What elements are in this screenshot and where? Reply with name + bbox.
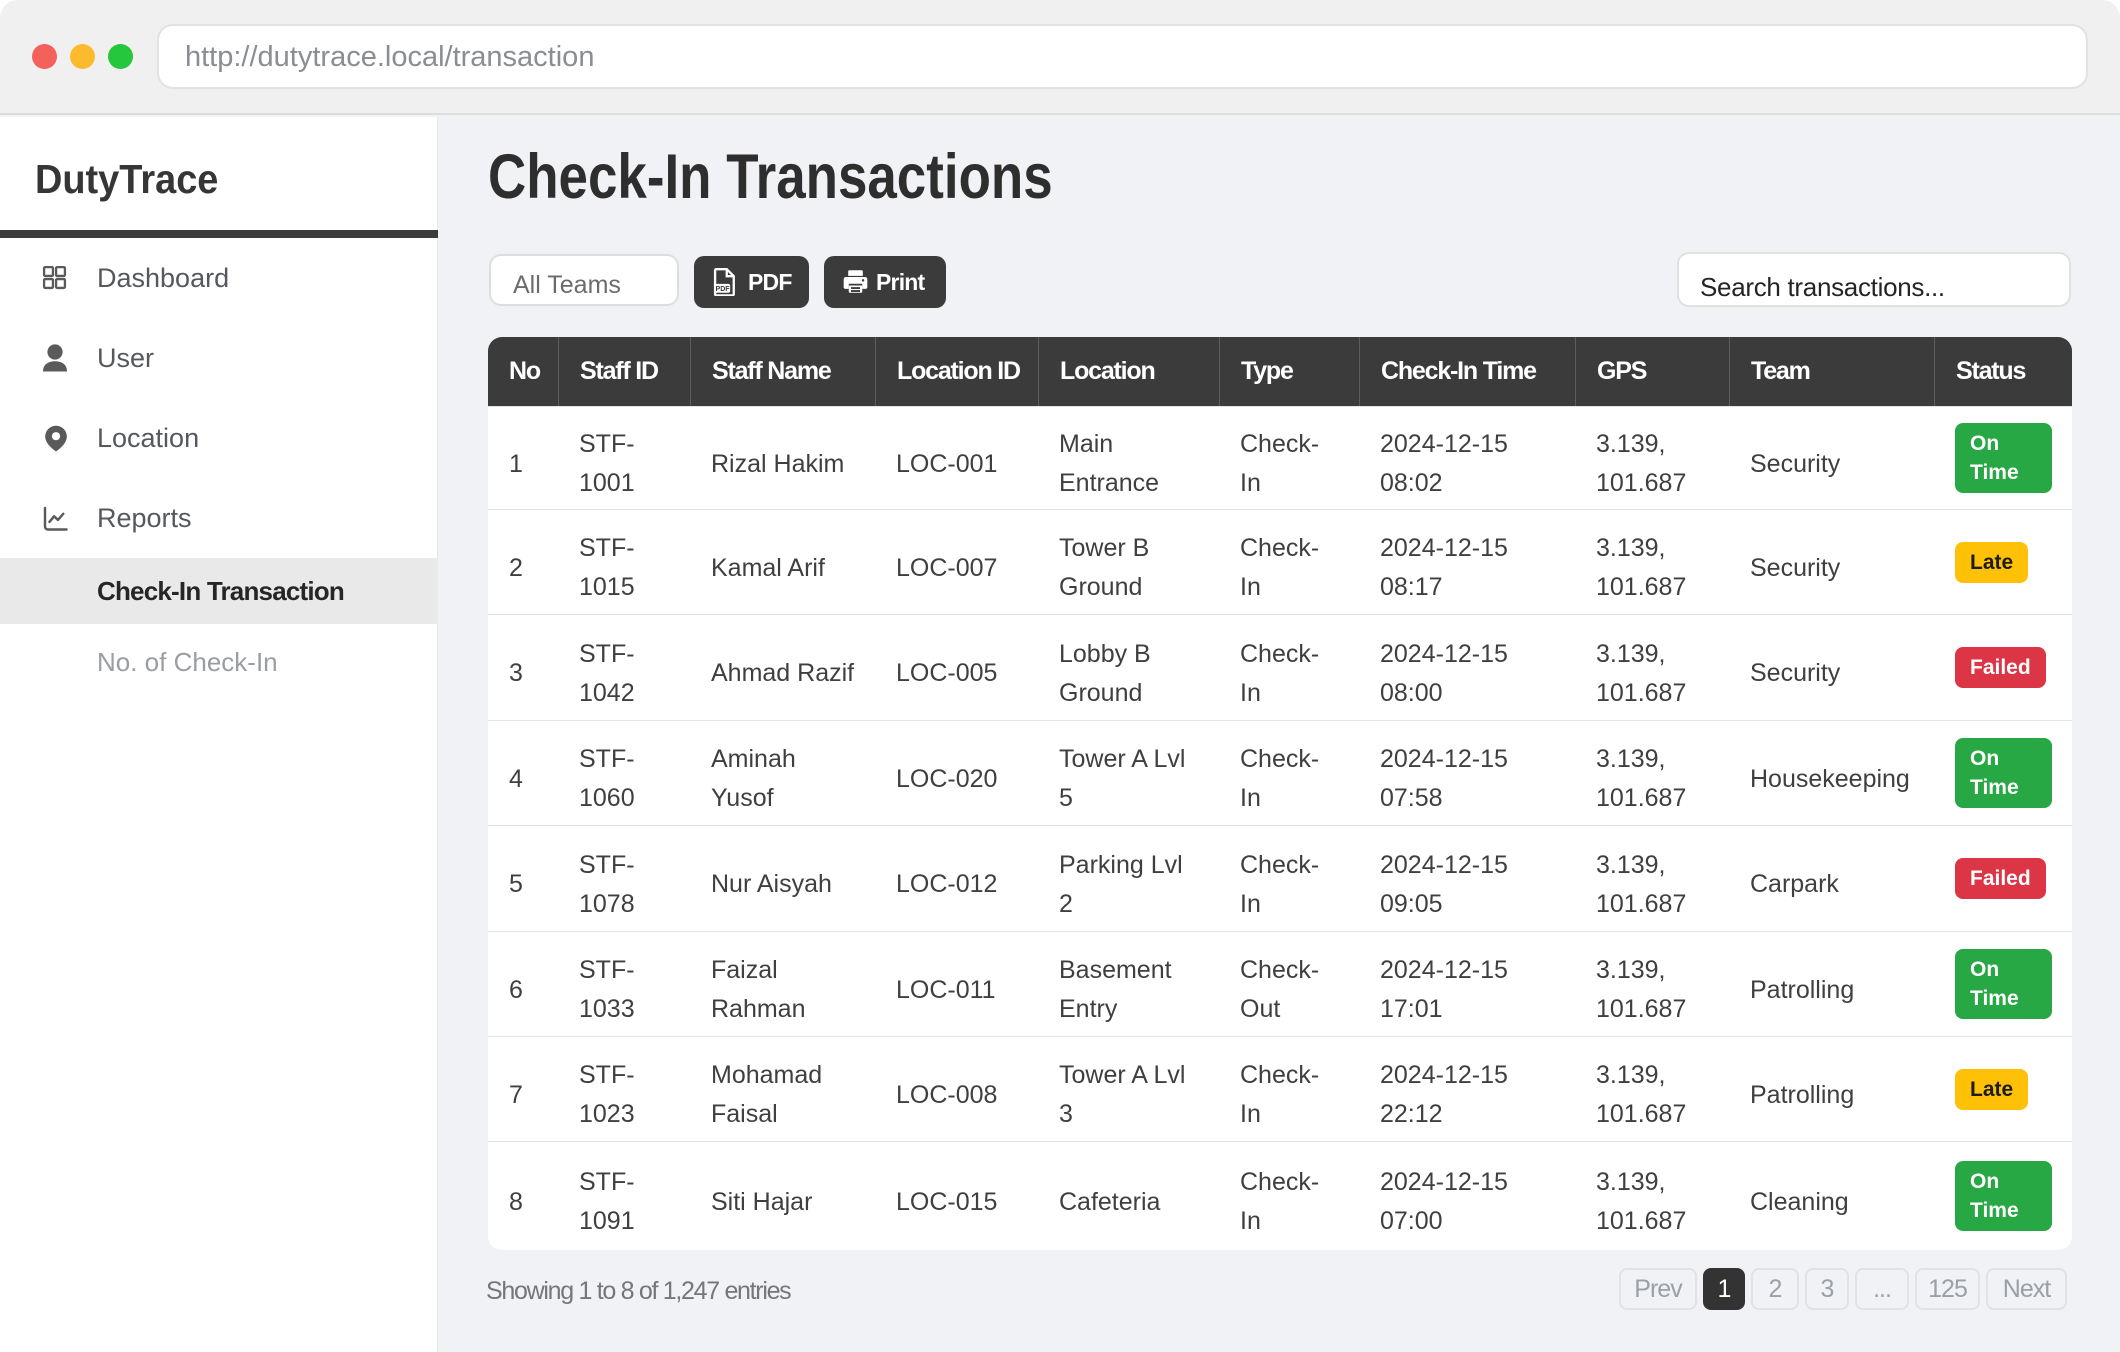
- svg-text:PDF: PDF: [716, 286, 731, 293]
